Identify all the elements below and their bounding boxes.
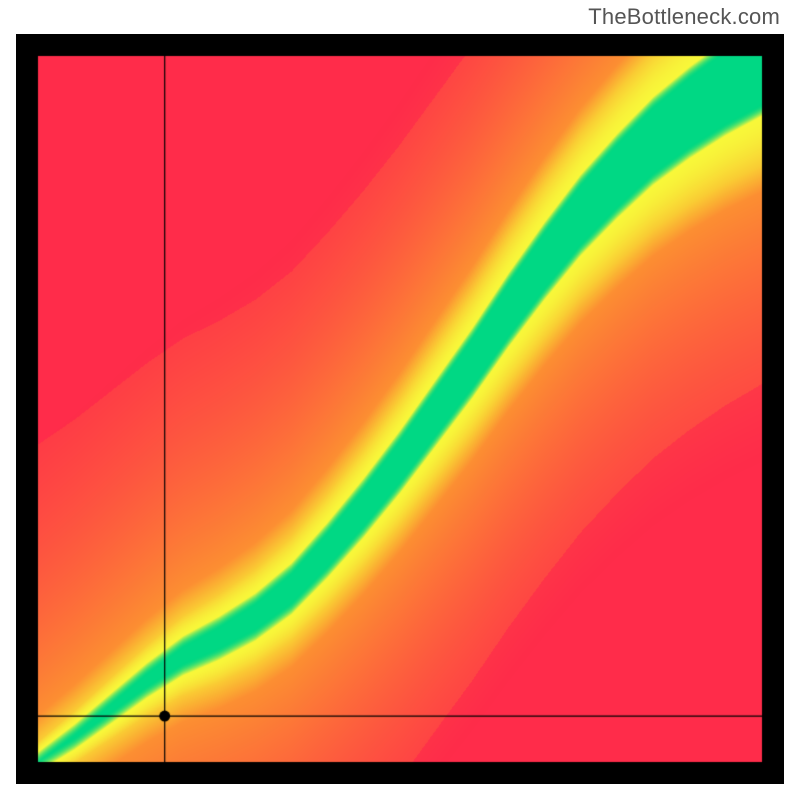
heatmap-canvas	[16, 34, 784, 784]
root: TheBottleneck.com	[0, 0, 800, 800]
heatmap-plot	[16, 34, 784, 784]
watermark-text: TheBottleneck.com	[588, 4, 780, 30]
